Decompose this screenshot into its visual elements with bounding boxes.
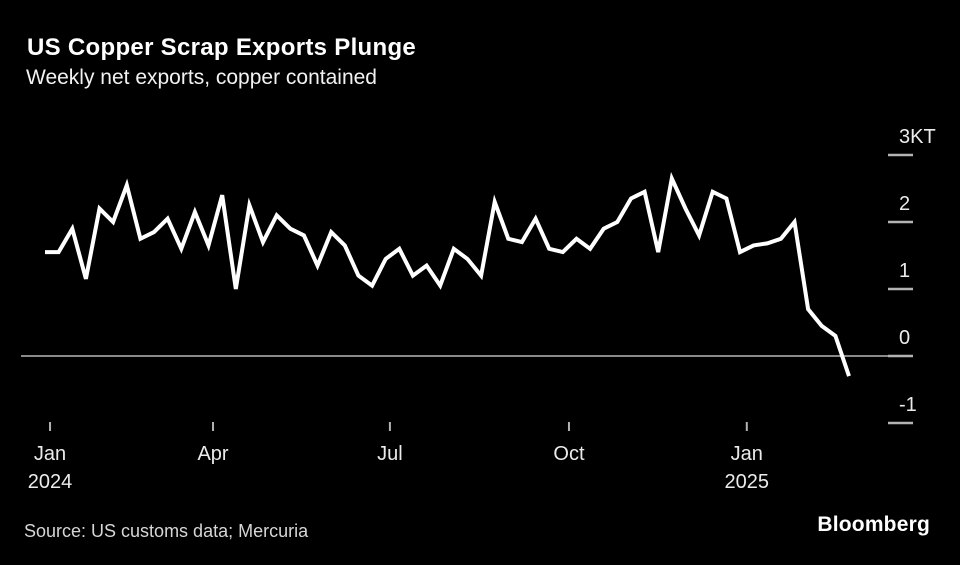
y-axis-label: 3KT (899, 126, 936, 148)
x-axis-label: Jan (731, 443, 763, 465)
source-attribution: Source: US customs data; Mercuria (24, 521, 309, 541)
x-axis-year-label: 2024 (28, 471, 73, 493)
y-axis-label: 1 (899, 260, 910, 282)
x-axis-label: Jul (377, 443, 403, 465)
chart-title: US Copper Scrap Exports Plunge (27, 34, 417, 61)
y-axis-label: 2 (899, 193, 910, 215)
x-axis-year-label: 2025 (725, 471, 770, 493)
y-axis-label: 0 (899, 327, 910, 349)
x-axis-label: Apr (197, 443, 228, 465)
x-axis-label: Oct (553, 443, 585, 465)
series-line (45, 171, 851, 377)
bloomberg-logo: Bloomberg (817, 513, 930, 536)
chart-subtitle: Weekly net exports, copper contained (26, 66, 377, 89)
x-axis-label: Jan (34, 443, 66, 465)
y-axis-label: -1 (899, 394, 917, 416)
